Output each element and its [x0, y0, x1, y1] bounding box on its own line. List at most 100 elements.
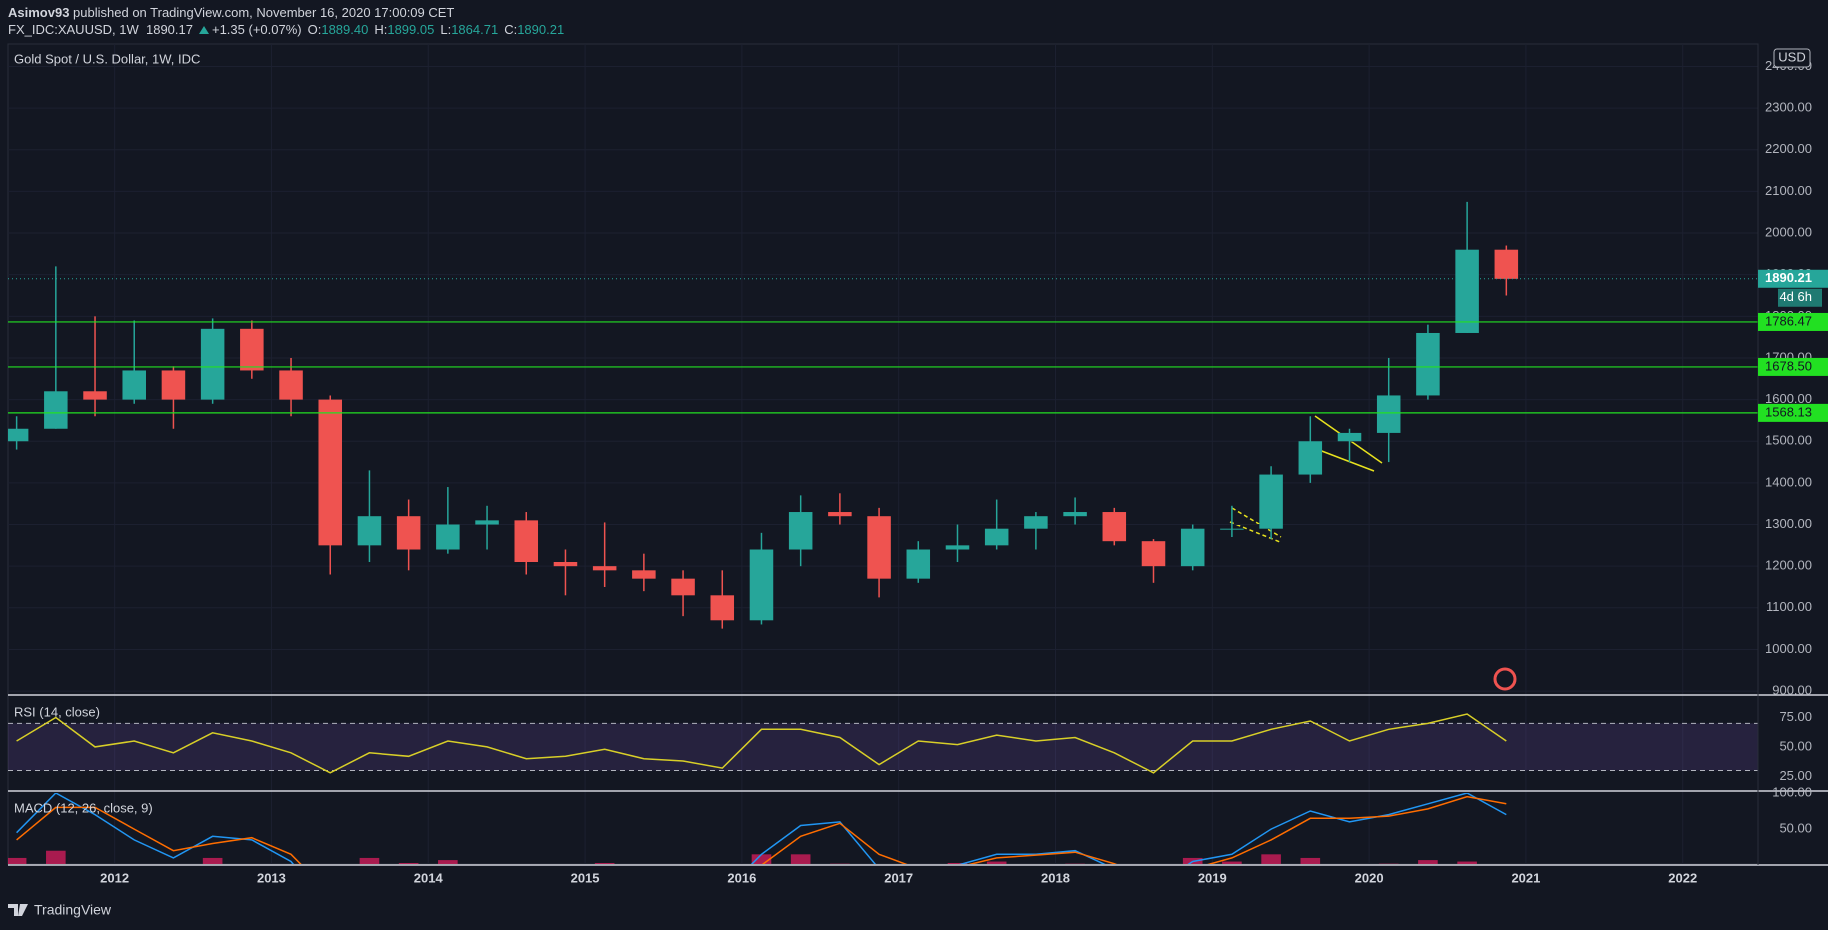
histogram-bar — [751, 854, 772, 864]
brand-name: TradingView — [34, 902, 112, 918]
rsi-pane — [8, 713, 1758, 774]
candle-body — [867, 516, 891, 579]
histogram-bar — [202, 857, 223, 864]
candle-body — [1024, 516, 1048, 529]
candle-body — [1141, 541, 1166, 567]
y-tick-label: 50.00 — [1779, 738, 1812, 753]
histogram-bar — [46, 850, 66, 864]
y-tick-label: 100.00 — [1772, 784, 1812, 799]
x-tick-label: 2017 — [884, 870, 913, 885]
symbol: FX_IDC:XAUUSD, 1W — [8, 22, 139, 37]
histogram-bar — [438, 860, 458, 864]
last: 1890.17 — [145, 22, 193, 37]
y-tick-label: 2200.00 — [1765, 141, 1812, 156]
histogram-bar — [1378, 863, 1399, 864]
candle-body — [200, 328, 225, 400]
macd-pane — [8, 793, 1507, 879]
change: +1.35 (+0.07%) — [211, 22, 302, 37]
level-label-box — [1758, 403, 1828, 422]
candle-body — [44, 391, 68, 429]
candle-body — [396, 516, 421, 550]
author: Asimov93 — [8, 5, 70, 20]
candle-body — [279, 370, 303, 400]
y-tick-label: 1600.00 — [1765, 391, 1812, 406]
candle-body — [671, 578, 695, 596]
brand-logo — [8, 904, 28, 916]
histogram-bar — [1261, 854, 1281, 864]
ohlc-value: 1864.71 — [451, 22, 499, 37]
histogram-bar — [1065, 863, 1085, 864]
ohlc-label: L: — [440, 22, 452, 37]
candle-body — [475, 520, 499, 525]
y-tick-label: 2100.00 — [1765, 183, 1812, 198]
pane-title: MACD (12, 26, close, 9) — [14, 800, 153, 815]
pane-title: RSI (14, close) — [14, 704, 100, 719]
histogram-bar — [398, 862, 419, 864]
histogram-bar — [164, 865, 184, 872]
histogram-bar — [830, 863, 850, 864]
pane-title: Gold Spot / U.S. Dollar, 1W, IDC — [14, 51, 200, 66]
candle-body — [1376, 395, 1401, 433]
ohlc-label: O: — [307, 22, 322, 37]
candle-body — [1494, 249, 1519, 279]
published: published on TradingView.com, November 1… — [73, 5, 455, 20]
brand: TradingView — [8, 902, 112, 918]
candle-body — [357, 516, 382, 546]
candle-body — [906, 549, 931, 579]
candle-body — [984, 528, 1009, 546]
candle-body — [1063, 512, 1087, 517]
x-tick-label: 2022 — [1668, 870, 1697, 885]
y-tick-label: 2300.00 — [1765, 100, 1812, 115]
header: Asimov93 published on TradingView.com, N… — [8, 4, 564, 38]
y-tick-label: 1500.00 — [1765, 433, 1812, 448]
histogram-bar — [986, 861, 1007, 864]
up-arrow — [198, 26, 209, 34]
publish-line: Asimov93 published on TradingView.com, N… — [8, 4, 564, 21]
wedge-line — [1231, 507, 1282, 538]
histogram-bar — [1144, 865, 1164, 872]
quote-line: FX_IDC:XAUUSD, 1W 1890.17 +1.35 (+0.07%) O… — [8, 21, 564, 38]
candle-body — [1455, 249, 1479, 333]
line — [16, 795, 1507, 864]
y-tick-label: 75.00 — [1779, 709, 1812, 724]
ohlc-value: 1889.40 — [321, 22, 369, 37]
candle-body — [1102, 512, 1127, 542]
last-price-label: 1890.21 — [1765, 270, 1812, 285]
x-tick-label: 2019 — [1198, 870, 1227, 885]
histogram-bar — [359, 857, 380, 864]
x-tick-label: 2018 — [1041, 870, 1070, 885]
candle-body — [1180, 528, 1205, 567]
candle-body — [945, 545, 970, 550]
countdown: 4d 6h — [1779, 289, 1812, 304]
candle-body — [318, 399, 343, 546]
histogram-bar — [1418, 860, 1438, 864]
event-badge — [1493, 667, 1517, 691]
candle-body — [632, 570, 656, 579]
candle-body — [161, 370, 186, 400]
histogram-bar — [947, 862, 968, 864]
y-tick-label: 50.00 — [1779, 821, 1812, 836]
x-tick-label: 2014 — [414, 870, 444, 885]
price-pane — [8, 65, 1758, 692]
y-tick-label: 900.00 — [1772, 683, 1812, 698]
histogram-bar — [320, 865, 340, 879]
histogram-bar — [1222, 861, 1242, 864]
candle-body — [240, 328, 264, 371]
line — [16, 713, 1507, 774]
histogram-bar — [8, 857, 27, 864]
y-tick-label: 25.00 — [1779, 768, 1812, 783]
level-label: 1786.47 — [1765, 313, 1812, 328]
histogram-bar — [1457, 861, 1477, 864]
y-tick-label: 2000.00 — [1765, 224, 1812, 239]
currency-box — [1773, 48, 1811, 68]
x-tick-label: 2016 — [727, 870, 756, 885]
line — [16, 793, 1507, 864]
histogram-bar — [1104, 865, 1124, 870]
candle-body — [514, 520, 539, 563]
histogram-bar — [1300, 857, 1321, 864]
histogram-bar — [790, 854, 811, 864]
ohlc-value: 1890.21 — [517, 22, 565, 37]
candle-body — [1259, 474, 1283, 529]
candle-body — [8, 428, 29, 442]
